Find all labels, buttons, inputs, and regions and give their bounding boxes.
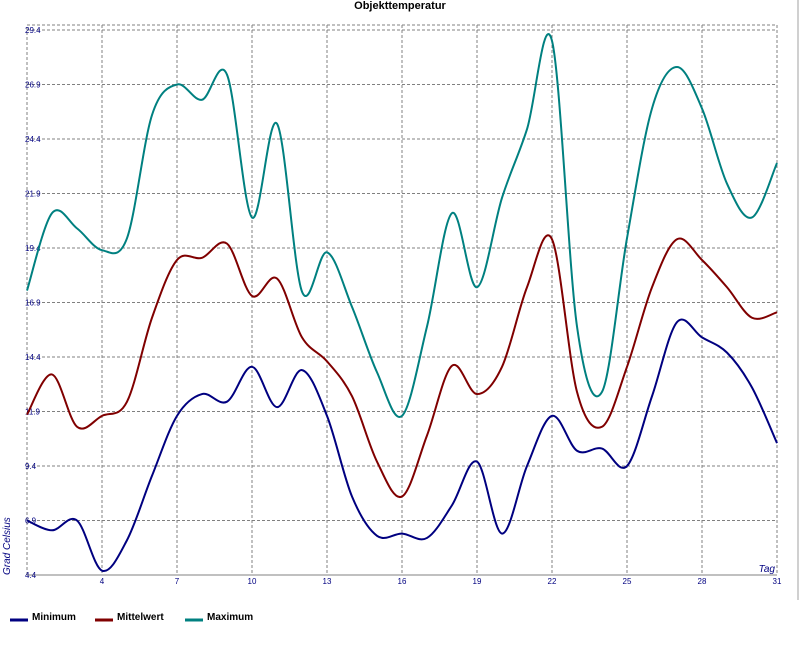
x-tick-label: 22 xyxy=(548,577,557,586)
x-tick-label: 10 xyxy=(248,577,257,586)
legend-label: Mittelwert xyxy=(117,612,164,623)
x-tick-label: 31 xyxy=(773,577,782,586)
series-line xyxy=(26,318,778,572)
x-tick-label: 4 xyxy=(100,577,105,586)
x-tick-label: 7 xyxy=(175,577,180,586)
chart-title: Objekttemperatur xyxy=(354,0,446,12)
y-tick-label: 29.4 xyxy=(25,26,41,35)
series-line xyxy=(26,33,778,418)
x-axis-label: Tag xyxy=(759,564,776,575)
y-tick-label: 21.9 xyxy=(25,190,41,199)
x-tick-label: 25 xyxy=(623,577,632,586)
y-axis-label: Grad Celsius xyxy=(2,517,13,575)
legend-label: Maximum xyxy=(207,612,253,623)
x-tick-label: 28 xyxy=(698,577,707,586)
y-tick-label: 6.9 xyxy=(25,517,37,526)
y-tick-label: 4.4 xyxy=(25,571,37,580)
y-tick-label: 9.4 xyxy=(25,462,37,471)
y-tick-label: 14.4 xyxy=(25,353,41,362)
y-tick-label: 24.4 xyxy=(25,135,41,144)
y-tick-label: 11.9 xyxy=(25,408,41,417)
legend-label: Minimum xyxy=(32,612,76,623)
y-tick-label: 26.9 xyxy=(25,81,41,90)
y-tick-label: 16.9 xyxy=(25,299,41,308)
x-tick-label: 19 xyxy=(473,577,482,586)
x-tick-label: 16 xyxy=(398,577,407,586)
y-tick-label: 19.4 xyxy=(25,244,41,253)
x-tick-label: 13 xyxy=(323,577,332,586)
series-line xyxy=(26,234,778,498)
